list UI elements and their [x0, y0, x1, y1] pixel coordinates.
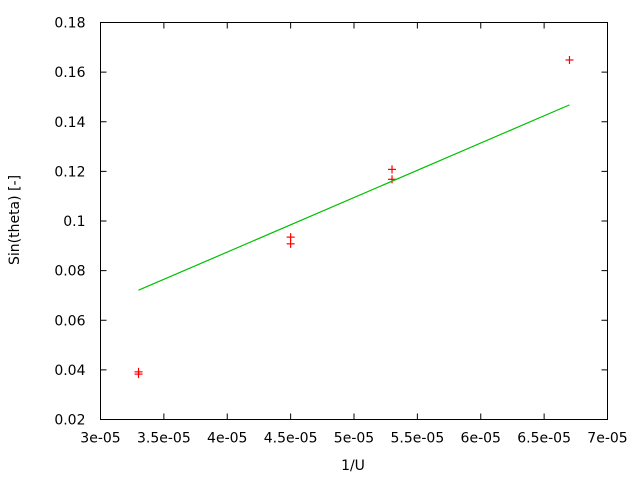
- x-tick-label: 5.5e-05: [391, 431, 445, 447]
- x-tick-label: 7e-05: [587, 431, 627, 447]
- y-tick-label: 0.08: [54, 264, 85, 280]
- y-tick-label: 0.02: [54, 413, 85, 429]
- x-axis-label: 1/U: [341, 458, 365, 474]
- data-point: [134, 370, 143, 379]
- x-tick-label: 4.5e-05: [264, 431, 318, 447]
- y-tick-label: 0.12: [54, 164, 85, 180]
- y-tick-label: 0.14: [54, 115, 85, 131]
- y-tick-label: 0.1: [63, 214, 85, 230]
- y-axis-label: Sin(theta) [-]: [7, 175, 23, 265]
- y-tick-label: 0.06: [54, 313, 85, 329]
- x-tick-label: 4e-05: [207, 431, 247, 447]
- y-tick-label: 0.16: [54, 65, 85, 81]
- x-tick-label: 3e-05: [80, 431, 120, 447]
- data-point: [286, 239, 295, 248]
- data-point: [286, 233, 295, 242]
- fit-line: [138, 104, 570, 291]
- x-tick-label: 3.5e-05: [137, 431, 191, 447]
- data-point: [565, 55, 574, 64]
- y-tick-label: 0.18: [54, 16, 85, 32]
- y-tick-label: 0.04: [54, 363, 85, 379]
- data-point: [388, 175, 397, 184]
- x-tick-label: 6e-05: [461, 431, 501, 447]
- data-point: [388, 165, 397, 174]
- x-tick-label: 6.5e-05: [517, 431, 571, 447]
- x-tick-label: 5e-05: [334, 431, 374, 447]
- plot-frame: [100, 22, 608, 420]
